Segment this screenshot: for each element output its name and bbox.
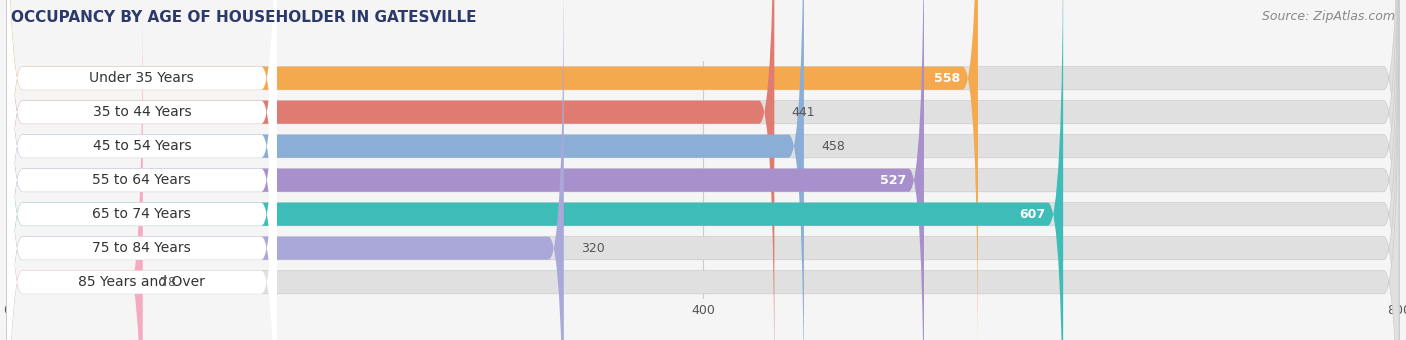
FancyBboxPatch shape <box>7 0 804 340</box>
Text: 65 to 74 Years: 65 to 74 Years <box>93 207 191 221</box>
Text: 607: 607 <box>1019 208 1046 221</box>
Text: Source: ZipAtlas.com: Source: ZipAtlas.com <box>1261 10 1395 23</box>
FancyBboxPatch shape <box>7 0 277 340</box>
FancyBboxPatch shape <box>7 0 1399 340</box>
Text: 45 to 54 Years: 45 to 54 Years <box>93 139 191 153</box>
FancyBboxPatch shape <box>7 0 277 340</box>
FancyBboxPatch shape <box>7 0 1399 340</box>
Text: 558: 558 <box>935 72 960 85</box>
Text: 527: 527 <box>880 174 907 187</box>
Text: 78: 78 <box>160 276 176 289</box>
FancyBboxPatch shape <box>7 0 277 340</box>
FancyBboxPatch shape <box>7 0 775 340</box>
Text: 458: 458 <box>821 140 845 153</box>
Text: OCCUPANCY BY AGE OF HOUSEHOLDER IN GATESVILLE: OCCUPANCY BY AGE OF HOUSEHOLDER IN GATES… <box>11 10 477 25</box>
Text: 75 to 84 Years: 75 to 84 Years <box>93 241 191 255</box>
FancyBboxPatch shape <box>7 0 277 340</box>
FancyBboxPatch shape <box>7 0 924 340</box>
FancyBboxPatch shape <box>7 0 277 340</box>
FancyBboxPatch shape <box>7 0 1063 340</box>
FancyBboxPatch shape <box>7 0 143 340</box>
Text: 441: 441 <box>792 106 815 119</box>
Text: 320: 320 <box>581 242 605 255</box>
Text: Under 35 Years: Under 35 Years <box>90 71 194 85</box>
FancyBboxPatch shape <box>7 0 564 340</box>
FancyBboxPatch shape <box>7 0 277 340</box>
Text: 35 to 44 Years: 35 to 44 Years <box>93 105 191 119</box>
Text: 85 Years and Over: 85 Years and Over <box>79 275 205 289</box>
FancyBboxPatch shape <box>7 0 979 340</box>
FancyBboxPatch shape <box>7 0 277 340</box>
FancyBboxPatch shape <box>7 0 1399 340</box>
FancyBboxPatch shape <box>7 0 1399 340</box>
FancyBboxPatch shape <box>7 0 1399 340</box>
Text: 55 to 64 Years: 55 to 64 Years <box>93 173 191 187</box>
FancyBboxPatch shape <box>7 0 1399 340</box>
FancyBboxPatch shape <box>7 0 1399 340</box>
